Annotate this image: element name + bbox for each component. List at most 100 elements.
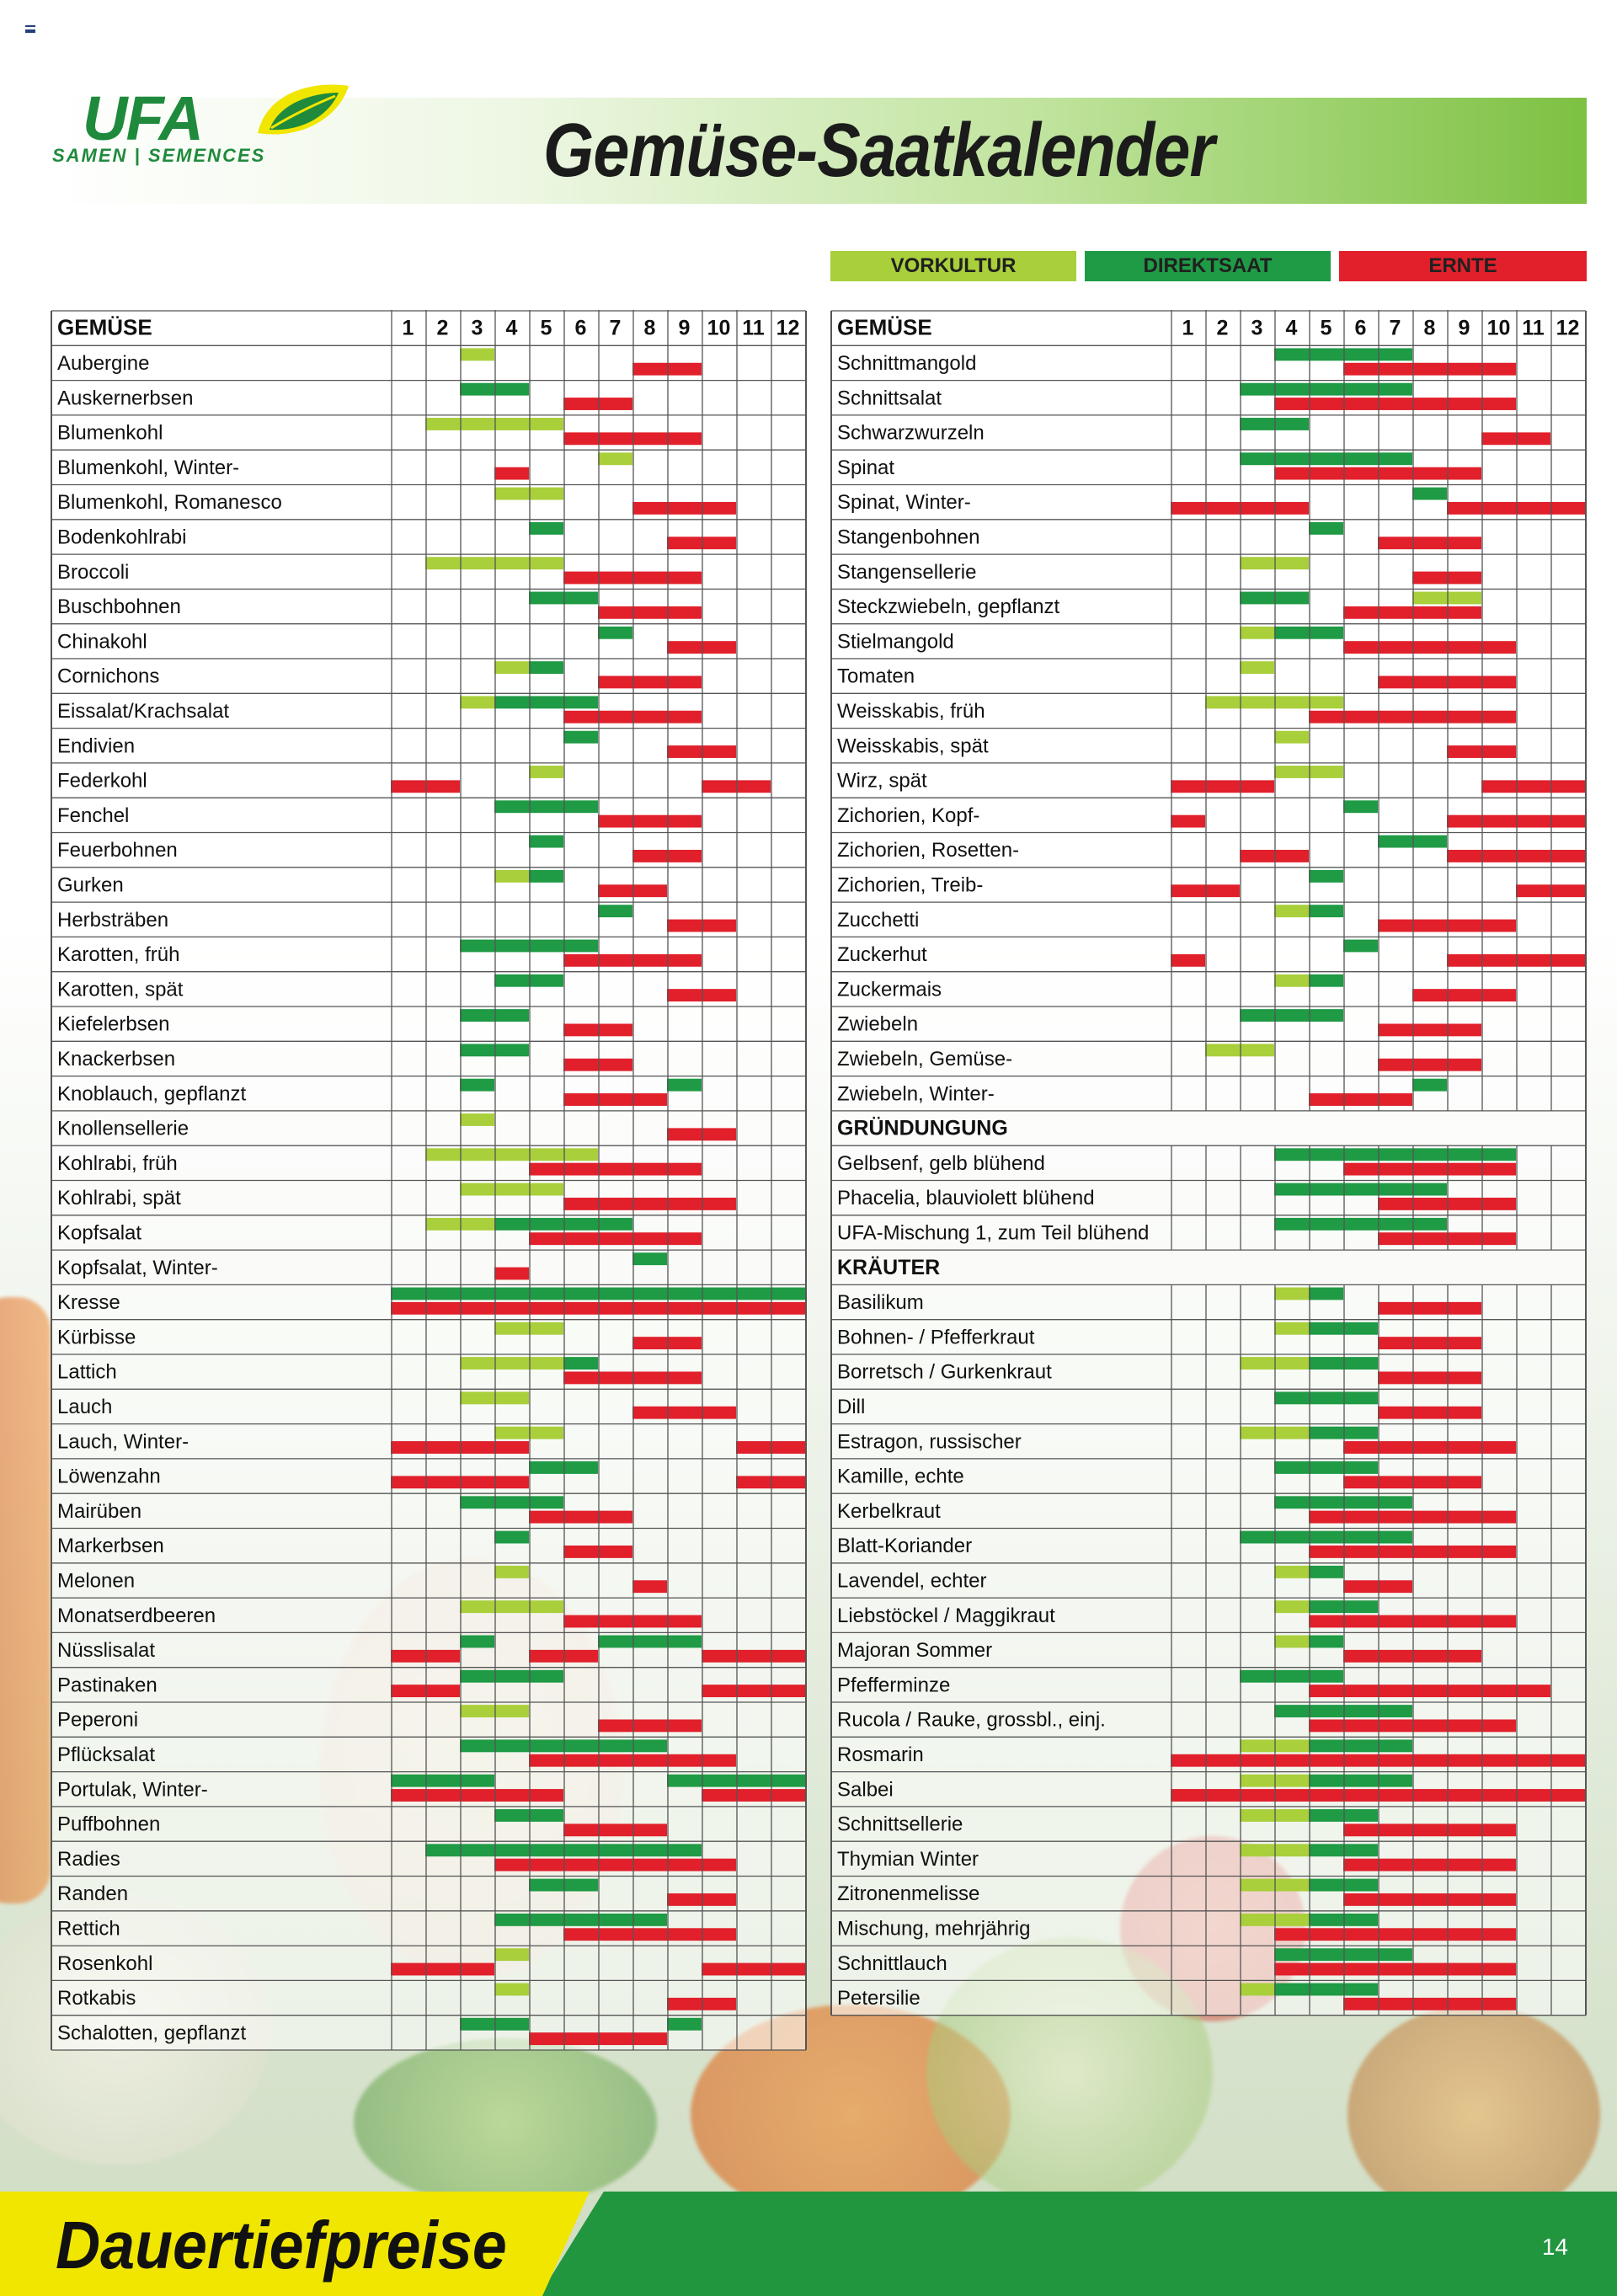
table-row: Peperoni xyxy=(57,1705,702,1733)
row-label: Melonen xyxy=(57,1570,135,1593)
bar-direktsaat xyxy=(1412,487,1447,500)
bar-ernte xyxy=(598,606,702,619)
row-label: Cornichons xyxy=(57,665,159,688)
month-header-2: 2 xyxy=(437,317,449,340)
bar-direktsaat xyxy=(1274,1496,1412,1509)
bar-ernte xyxy=(1447,501,1585,515)
bar-direktsaat xyxy=(1274,1148,1516,1161)
bar-direktsaat xyxy=(494,1217,632,1231)
bar-direktsaat xyxy=(1274,1217,1447,1231)
bar-ernte xyxy=(391,1649,460,1663)
table-row: Zichorien, Kopf- xyxy=(837,800,1585,828)
month-header-8: 8 xyxy=(644,317,656,340)
table-row: Kopfsalat xyxy=(57,1217,702,1246)
table-row: Spinat, Winter- xyxy=(837,487,1585,515)
table-row: Salbei xyxy=(837,1774,1585,1802)
bar-vorkultur xyxy=(494,1426,563,1439)
bar-vorkultur xyxy=(1240,1844,1309,1857)
bar-ernte xyxy=(494,1267,529,1280)
table-row: Pastinaken xyxy=(57,1669,805,1698)
table-row: Liebstöckel / Maggikraut xyxy=(837,1600,1516,1628)
menu-icon[interactable] xyxy=(25,25,35,33)
row-label: Radies xyxy=(57,1848,120,1871)
bar-ernte xyxy=(1378,1197,1516,1210)
bar-vorkultur xyxy=(425,1217,494,1231)
bar-direktsaat xyxy=(1274,1183,1447,1196)
bar-direktsaat xyxy=(391,1287,805,1300)
row-label: Schnittmangold xyxy=(837,352,976,375)
table-row: Bohnen- / Pfefferkraut xyxy=(837,1322,1481,1350)
bar-vorkultur xyxy=(460,696,494,709)
bar-ernte xyxy=(598,814,702,828)
bar-vorkultur xyxy=(1274,766,1343,778)
bar-ernte xyxy=(1447,745,1516,758)
table-row: Endivien xyxy=(57,730,736,758)
row-label: Nüsslisalat xyxy=(57,1639,155,1662)
row-label: Gelbsenf, gelb blühend xyxy=(837,1152,1045,1175)
bar-ernte xyxy=(391,1685,460,1698)
table-row: Schnittsalat xyxy=(837,382,1516,410)
month-header-3: 3 xyxy=(472,317,483,340)
table-row: Gelbsenf, gelb blühend xyxy=(837,1148,1516,1176)
table-row: Lauch, Winter- xyxy=(57,1426,805,1454)
bar-direktsaat xyxy=(1274,1461,1378,1474)
row-label: Kohlrabi, früh xyxy=(57,1152,178,1175)
bar-ernte xyxy=(1343,362,1516,376)
table-row: Zitronenmelisse xyxy=(837,1878,1516,1906)
table-row: Rettich xyxy=(57,1913,736,1941)
row-label: Lauch xyxy=(57,1396,112,1418)
table-row: Chinakohl xyxy=(57,626,736,654)
bar-vorkultur xyxy=(460,1600,563,1614)
month-header-10: 10 xyxy=(707,317,731,340)
table-row: Kürbisse xyxy=(57,1322,702,1350)
row-label: Zwiebeln xyxy=(837,1013,918,1036)
bar-ernte xyxy=(563,1928,736,1941)
bar-ernte xyxy=(1378,1371,1481,1385)
bar-ernte xyxy=(1343,1580,1412,1594)
background-carrot-image xyxy=(0,1297,51,1904)
row-label: UFA-Mischung 1, zum Teil blühend xyxy=(837,1222,1149,1245)
bar-ernte xyxy=(1171,1789,1585,1802)
month-header-5: 5 xyxy=(541,317,552,340)
table-row: Zuckermais xyxy=(837,974,1516,1002)
row-label: Tomaten xyxy=(837,665,915,688)
table-row: Lavendel, echter xyxy=(837,1565,1412,1594)
bar-ernte xyxy=(1378,1337,1481,1350)
bar-direktsaat xyxy=(632,1252,667,1266)
bar-ernte xyxy=(702,1962,805,1976)
bar-ernte xyxy=(529,1162,702,1176)
row-label: Blatt-Koriander xyxy=(837,1535,972,1557)
row-label: Zichorien, Rosetten- xyxy=(837,839,1019,862)
row-label: Pfefferminze xyxy=(837,1674,950,1696)
row-label: Chinakohl xyxy=(57,630,147,653)
bar-vorkultur xyxy=(1240,626,1274,639)
bar-ernte xyxy=(1378,675,1516,689)
bar-ernte xyxy=(1240,849,1309,862)
bar-direktsaat xyxy=(1309,1809,1378,1822)
bar-direktsaat xyxy=(1274,1948,1412,1962)
bar-vorkultur xyxy=(1274,1635,1309,1648)
bar-ernte xyxy=(1343,1476,1481,1489)
table-row: Estragon, russischer xyxy=(837,1426,1516,1454)
table-row: Mairüben xyxy=(57,1496,632,1524)
bar-direktsaat xyxy=(1240,382,1412,396)
bar-ernte xyxy=(632,501,736,515)
table-row: Kamille, echte xyxy=(837,1461,1481,1489)
section-row: GRÜNDUNGUNG xyxy=(837,1116,1008,1140)
row-label: Weisskabis, spät xyxy=(837,734,989,757)
month-header-10: 10 xyxy=(1487,317,1511,340)
table-row: Kresse xyxy=(57,1287,805,1315)
bar-direktsaat xyxy=(1240,1009,1343,1022)
bar-ernte xyxy=(1309,1615,1516,1628)
row-label: Schnittsalat xyxy=(837,387,942,409)
bar-ernte xyxy=(1309,1093,1412,1106)
row-label: Dill xyxy=(837,1396,865,1418)
table-row: Wirz, spät xyxy=(837,766,1585,793)
row-label: Zwiebeln, Winter- xyxy=(837,1082,995,1105)
table-row: Majoran Sommer xyxy=(837,1635,1481,1663)
row-label: Liebstöckel / Maggikraut xyxy=(837,1605,1055,1627)
table-row: Schnittlauch xyxy=(837,1948,1516,1976)
row-label: Zuckermais xyxy=(837,978,942,1001)
bar-ernte xyxy=(632,1406,736,1419)
row-label: Zucchetti xyxy=(837,909,919,932)
